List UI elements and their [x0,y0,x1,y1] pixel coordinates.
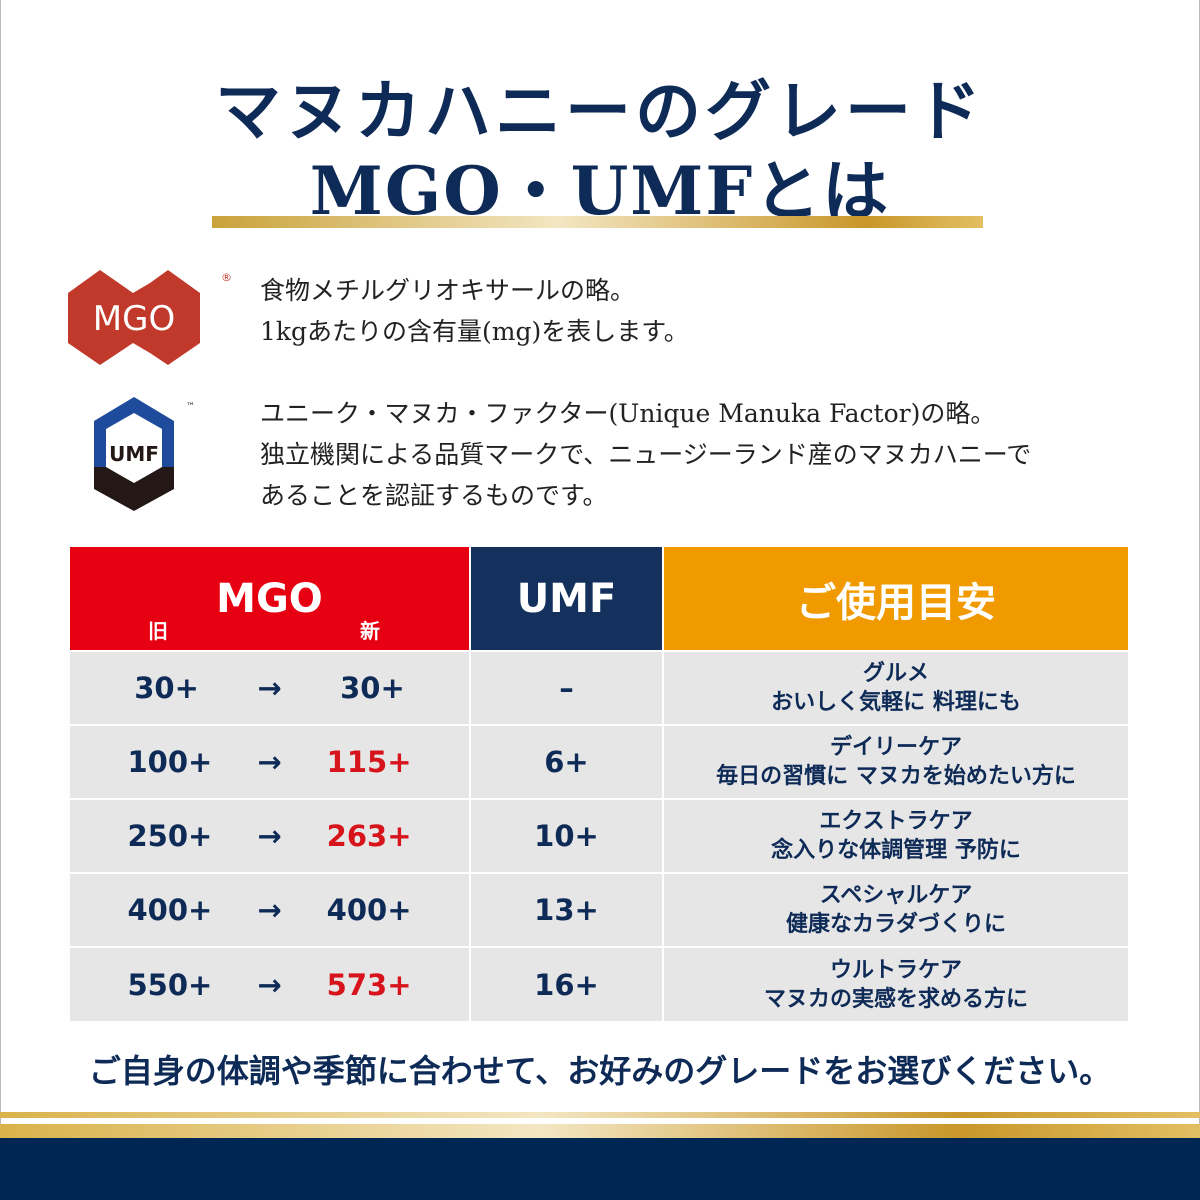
arrow-icon: → [257,967,282,1002]
header-new-label: 新 [360,619,380,643]
umf-logo: UMF ™ [94,397,195,511]
header-mgo: MGO 旧 新 [70,547,470,651]
mgo-logo: MGO ® [68,270,232,365]
svg-text:UMF: UMF [109,442,159,466]
mgo-new: 115+ [326,745,412,779]
table-row: 550+ → 573+ 16+ ウルトラケア マヌカの実感を求める方に [70,946,1128,1021]
usage-title: スペシャルケア [819,883,973,908]
usage-title: エクストラケア [819,809,973,834]
mgo-desc-line: 1kgあたりの含有量(mg)を表します。 [260,317,689,346]
usage-cell: エクストラケア 念入りな体調管理 予防に [662,798,1128,873]
grade-table: MGO 旧 新 UMF ご使用目安 30+ → 30+ – グルメ おいしく気軽… [70,547,1128,1021]
usage-description: マヌカの実感を求める方に [763,986,1028,1012]
table-row: 400+ → 400+ 13+ スペシャルケア 健康なカラダづくりに [70,872,1128,947]
mgo-cell: 550+ → 573+ [70,946,470,1021]
svg-text:®: ® [221,271,232,284]
table-row: 30+ → 30+ – グルメ おいしく気軽に 料理にも [70,650,1128,725]
usage-description: 念入りな体調管理 予防に [771,838,1021,863]
svg-text:MGO: MGO [93,299,175,339]
title-line-1: マヌカハニーのグレード [215,72,985,150]
gold-stripe-thick [0,1124,1200,1138]
mgo-old: 30+ [134,671,199,705]
umf-description: ユニーク・マヌカ・ファクター(Unique Manuka Factor)の略。 … [260,393,1031,516]
mgo-cell: 250+ → 263+ [70,798,470,873]
closing-message: ご自身の体調や季節に合わせて、お好みのグレードをお選びください。 [88,1052,1112,1090]
umf-value: 13+ [469,872,663,947]
mgo-new: 400+ [326,893,412,927]
mgo-new: 30+ [340,671,405,705]
arrow-icon: → [257,745,282,779]
mgo-description: 食物メチルグリオキサールの略。 1kgあたりの含有量(mg)を表します。 [260,270,689,352]
usage-cell: グルメ おいしく気軽に 料理にも [662,650,1128,725]
usage-title: ウルトラケア [829,957,962,983]
usage-title: デイリーケア [829,735,962,760]
usage-description: 毎日の習慣に マヌカを始めたい方に [716,764,1076,789]
navy-footer-band [0,1138,1200,1200]
svg-text:™: ™ [186,402,195,412]
arrow-icon: → [257,671,282,705]
table-row: 100+ → 115+ 6+ デイリーケア 毎日の習慣に マヌカを始めたい方に [70,724,1128,799]
umf-value: – [469,650,663,725]
mgo-cell: 400+ → 400+ [70,872,470,947]
mgo-new: 573+ [326,967,412,1002]
umf-value: 10+ [469,798,663,873]
header-usage: ご使用目安 [662,547,1128,651]
usage-description: おいしく気軽に 料理にも [771,690,1021,715]
mgo-desc-line: 食物メチルグリオキサールの略。 [260,276,636,305]
mgo-old: 100+ [127,745,213,779]
mgo-old: 400+ [127,893,213,927]
usage-cell: デイリーケア 毎日の習慣に マヌカを始めたい方に [662,724,1128,799]
mgo-old: 550+ [127,967,213,1002]
usage-title: グルメ [862,661,929,686]
arrow-icon: → [257,893,282,927]
usage-cell: ウルトラケア マヌカの実感を求める方に [662,946,1128,1021]
gold-stripe-thin [0,1112,1200,1118]
table-row: 250+ → 263+ 10+ エクストラケア 念入りな体調管理 予防に [70,798,1128,873]
umf-desc-line: あることを認証するものです。 [260,481,608,510]
title-underline [212,216,983,228]
umf-desc-line: ユニーク・マヌカ・ファクター(Unique Manuka Factor)の略。 [260,399,996,428]
umf-desc-line: 独立機関による品質マークで、ニュージーランド産のマヌカハニーで [260,440,1032,469]
usage-cell: スペシャルケア 健康なカラダづくりに [662,872,1128,947]
mgo-new: 263+ [326,819,412,853]
mgo-cell: 30+ → 30+ [70,650,470,725]
umf-value: 16+ [469,946,663,1021]
mgo-cell: 100+ → 115+ [70,724,470,799]
header-old-label: 旧 [148,619,168,643]
usage-description: 健康なカラダづくりに [785,912,1006,937]
mgo-old: 250+ [127,819,213,853]
arrow-icon: → [257,819,282,853]
header-mgo-label: MGO [216,575,323,622]
header-umf: UMF [469,547,663,651]
umf-value: 6+ [469,724,663,799]
